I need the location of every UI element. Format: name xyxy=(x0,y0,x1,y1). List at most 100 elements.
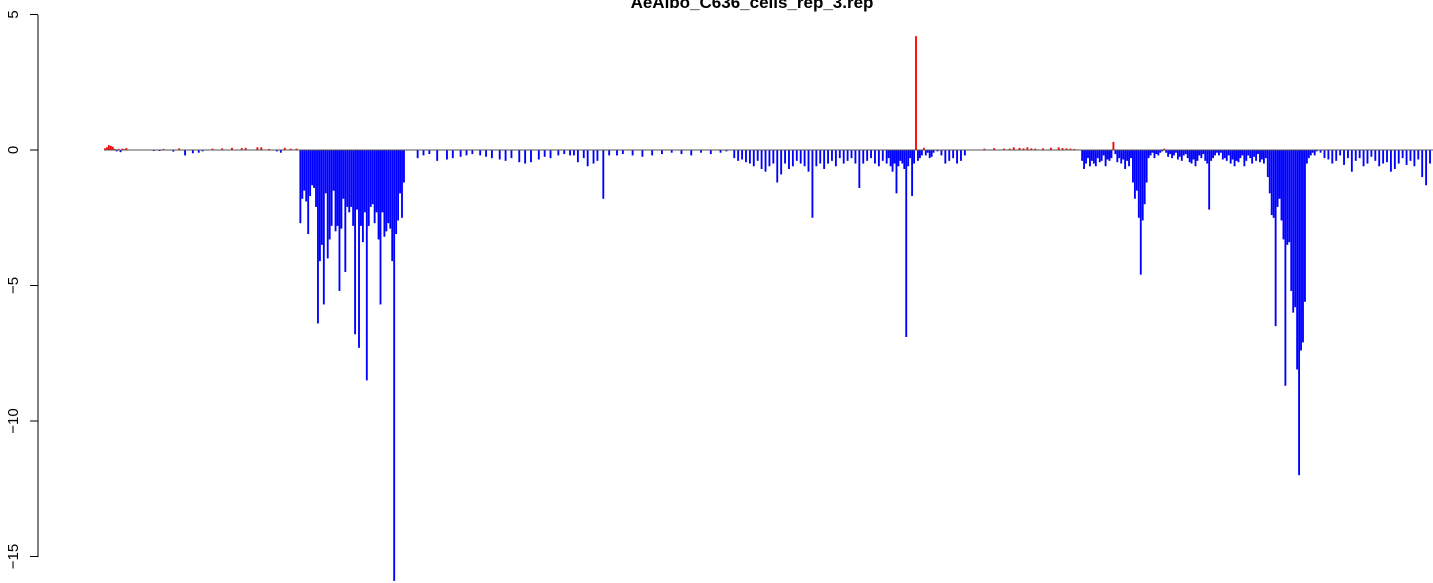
bar xyxy=(1358,150,1361,159)
bar xyxy=(354,150,357,335)
bar xyxy=(915,36,917,150)
bar xyxy=(1163,148,1166,150)
bar xyxy=(1022,148,1025,150)
bar xyxy=(963,150,966,156)
bar xyxy=(983,148,986,150)
bar xyxy=(295,148,298,150)
bar xyxy=(700,150,702,153)
bar xyxy=(1096,150,1099,159)
bar xyxy=(920,150,923,156)
bar xyxy=(342,150,345,199)
bar xyxy=(377,150,380,240)
bar xyxy=(889,150,892,167)
bar xyxy=(348,150,351,213)
bar xyxy=(725,150,728,152)
bar xyxy=(387,150,390,224)
bar xyxy=(1243,150,1246,167)
bar xyxy=(1042,148,1044,150)
bar xyxy=(221,148,224,150)
bar xyxy=(1397,150,1400,164)
bar xyxy=(1198,150,1201,156)
bar xyxy=(1110,150,1113,159)
bar xyxy=(1284,150,1287,386)
bar xyxy=(1259,150,1261,163)
bar xyxy=(815,150,818,167)
bar xyxy=(641,150,644,157)
bar xyxy=(1169,150,1172,155)
bar xyxy=(928,150,931,159)
bar xyxy=(121,148,124,150)
bar xyxy=(113,148,116,150)
bar xyxy=(1421,150,1424,178)
bar xyxy=(1309,150,1312,156)
bar xyxy=(1286,150,1289,245)
bar xyxy=(1366,150,1369,164)
bar xyxy=(324,150,327,194)
y-tick-label: −10 xyxy=(5,408,22,433)
bar xyxy=(911,150,914,197)
bar xyxy=(299,150,302,224)
bar xyxy=(608,150,611,156)
bar xyxy=(537,150,540,160)
bar xyxy=(1290,150,1293,291)
bar xyxy=(586,150,589,167)
bar xyxy=(104,148,106,150)
bar xyxy=(381,150,384,213)
bar xyxy=(788,150,790,169)
bar xyxy=(1173,150,1175,156)
bar xyxy=(328,150,331,240)
bar xyxy=(897,150,900,167)
bar xyxy=(831,150,833,161)
bar xyxy=(289,148,292,150)
bar xyxy=(1090,150,1093,161)
bar xyxy=(576,150,579,163)
bar xyxy=(1335,150,1338,161)
bar xyxy=(917,150,919,161)
bar xyxy=(960,150,962,161)
bar xyxy=(1237,150,1240,163)
bar xyxy=(1081,150,1084,161)
bar xyxy=(275,150,278,152)
bar xyxy=(1319,150,1322,153)
bar xyxy=(383,150,386,237)
bar xyxy=(518,150,521,163)
bar xyxy=(311,150,314,186)
bar xyxy=(772,150,775,164)
bar xyxy=(881,150,884,161)
bar xyxy=(791,150,794,167)
bar xyxy=(741,150,743,160)
bar xyxy=(530,150,532,163)
bar xyxy=(1196,150,1199,161)
bar xyxy=(1087,150,1089,159)
bar xyxy=(1298,150,1301,476)
bar xyxy=(948,150,951,161)
bar xyxy=(807,150,810,172)
bar xyxy=(1261,150,1263,160)
bar xyxy=(563,150,566,155)
bar xyxy=(1114,150,1117,155)
bar xyxy=(1227,150,1230,156)
bar xyxy=(510,150,513,159)
bar xyxy=(745,150,747,163)
bar xyxy=(1200,150,1203,159)
bar xyxy=(1130,150,1132,159)
bar xyxy=(1135,150,1138,191)
bar xyxy=(1350,150,1353,172)
bar xyxy=(1132,150,1134,183)
bar xyxy=(870,150,872,159)
bar xyxy=(940,150,943,156)
bar xyxy=(1296,150,1299,370)
bar xyxy=(1194,150,1197,167)
bar xyxy=(1206,150,1209,164)
bar xyxy=(367,150,370,226)
bar xyxy=(1311,150,1314,153)
bar xyxy=(1405,150,1408,165)
bar xyxy=(1188,150,1191,163)
bar xyxy=(582,150,585,159)
bar xyxy=(191,150,194,154)
bar xyxy=(1282,150,1285,240)
bar xyxy=(332,150,335,191)
bar xyxy=(1255,150,1258,161)
bar xyxy=(1262,150,1265,164)
bar xyxy=(1315,150,1318,152)
